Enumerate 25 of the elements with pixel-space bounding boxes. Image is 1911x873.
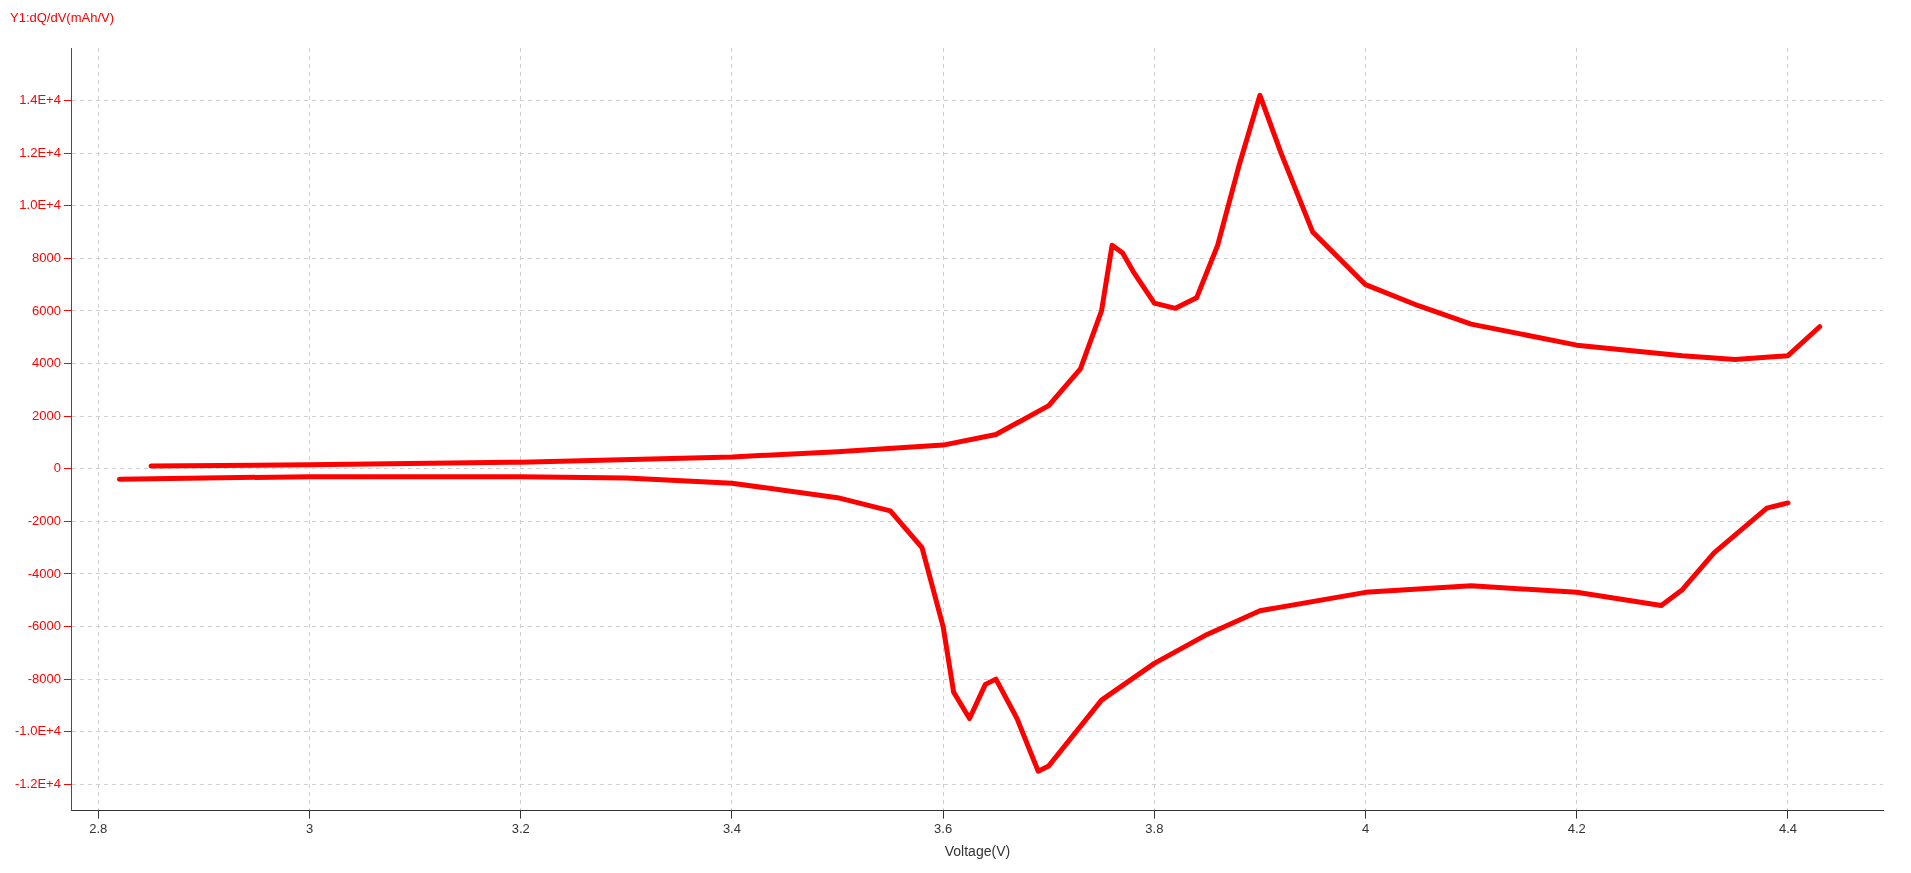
y-tick-label: -1.0E+4	[14, 723, 61, 739]
y-tick-label: -2000	[27, 512, 61, 528]
x-tick-label: 4.4	[1778, 820, 1797, 836]
x-tick-label: 4	[1361, 820, 1370, 836]
x-tick-label: 3.2	[511, 820, 530, 836]
y-tick-label: 4000	[31, 355, 61, 371]
y-tick-label: 6000	[31, 302, 61, 318]
y-tick-label: -8000	[27, 670, 61, 686]
y-tick-label: -6000	[27, 618, 61, 634]
y-tick-label: 0	[53, 460, 61, 476]
y-tick-label: -1.2E+4	[14, 775, 61, 791]
x-tick-label: 2.8	[89, 820, 108, 836]
x-tick-label: 3	[305, 820, 314, 836]
x-tick-label: 3.8	[1145, 820, 1164, 836]
x-tick-label: 3.6	[934, 820, 953, 836]
y-tick-label: 1.4E+4	[19, 92, 61, 108]
y-tick-label: 8000	[31, 249, 61, 265]
x-tick-label: 4.2	[1567, 820, 1586, 836]
y-tick-label: 2000	[31, 407, 61, 423]
x-axis-title: Voltage(V)	[944, 843, 1011, 860]
y-axis-title: Y1:dQ/dV(mAh/V)	[10, 10, 115, 26]
y-tick-label: 1.2E+4	[19, 144, 61, 160]
x-tick-label: 3.4	[722, 820, 741, 836]
y-tick-label: 1.0E+4	[19, 197, 61, 213]
y-tick-label: -4000	[27, 565, 61, 581]
